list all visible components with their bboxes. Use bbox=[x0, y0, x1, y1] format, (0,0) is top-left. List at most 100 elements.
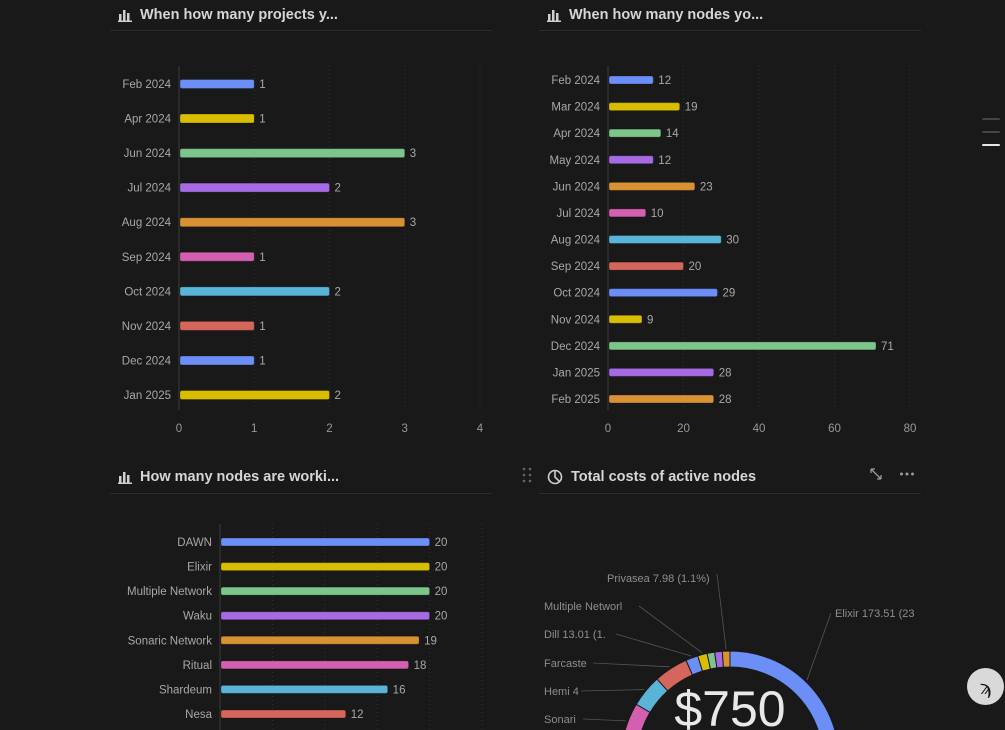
pie-chart-icon bbox=[547, 469, 563, 484]
expand-icon[interactable] bbox=[869, 467, 883, 484]
category-label: Apr 2024 bbox=[553, 128, 600, 140]
page-outline-nav[interactable] bbox=[982, 118, 1000, 157]
category-label: Jul 2024 bbox=[128, 183, 172, 195]
bar[interactable] bbox=[220, 635, 420, 645]
bar[interactable] bbox=[179, 148, 406, 159]
data-label: 3 bbox=[410, 217, 416, 229]
x-tick-label: 0 bbox=[176, 423, 182, 435]
bar[interactable] bbox=[179, 79, 255, 89]
bar[interactable] bbox=[179, 355, 255, 366]
more-icon[interactable] bbox=[899, 467, 915, 484]
data-label: 30 bbox=[726, 235, 739, 247]
donut-chart-costs: Elixir 173.51 (23 Sonari Hemi 4 Farcaste Dil… bbox=[544, 573, 915, 730]
bar[interactable] bbox=[608, 102, 681, 112]
category-label: Elixir bbox=[187, 562, 212, 574]
bar[interactable] bbox=[220, 537, 431, 547]
data-label: 1 bbox=[259, 321, 265, 333]
category-label: Waku bbox=[183, 611, 212, 623]
bar[interactable] bbox=[179, 182, 330, 193]
leader-line bbox=[716, 573, 727, 650]
bar[interactable] bbox=[220, 611, 431, 621]
bar[interactable] bbox=[608, 128, 662, 138]
category-label: Nov 2024 bbox=[551, 314, 601, 326]
slice-label: Dill 13.01 (1. bbox=[544, 629, 606, 641]
panel-total-costs: Total costs of active nodes Elixir 173.5… bbox=[522, 460, 921, 730]
bar-chart-icon bbox=[118, 471, 132, 484]
drag-handle-icon[interactable] bbox=[522, 467, 532, 483]
bar[interactable] bbox=[179, 217, 406, 228]
data-label: 10 bbox=[651, 208, 664, 220]
panel-title: How many nodes are worki... bbox=[140, 468, 340, 485]
category-label: Shardeum bbox=[159, 684, 212, 696]
bar[interactable] bbox=[179, 113, 255, 124]
data-label: 12 bbox=[658, 155, 671, 167]
x-tick-label: 4 bbox=[477, 423, 484, 435]
data-label: 19 bbox=[424, 635, 437, 647]
bar[interactable] bbox=[220, 660, 410, 670]
bar[interactable] bbox=[608, 208, 647, 218]
slice-label: Multiple Networl bbox=[544, 601, 622, 613]
category-label: Sep 2024 bbox=[551, 261, 601, 273]
data-label: 28 bbox=[719, 394, 732, 406]
data-label: 12 bbox=[658, 75, 671, 87]
bar[interactable] bbox=[608, 288, 718, 298]
ai-assistant-button[interactable]: ϡ bbox=[967, 668, 1004, 705]
leader-line bbox=[592, 662, 670, 668]
bar[interactable] bbox=[608, 75, 654, 85]
bar[interactable] bbox=[220, 562, 431, 572]
bar[interactable] bbox=[608, 314, 643, 324]
bar[interactable] bbox=[220, 586, 431, 596]
data-label: 23 bbox=[700, 181, 713, 193]
data-label: 20 bbox=[435, 586, 448, 598]
bar[interactable] bbox=[179, 251, 255, 262]
data-label: 28 bbox=[719, 367, 732, 379]
outline-marker[interactable] bbox=[982, 118, 1000, 120]
x-tick-label: 3 bbox=[402, 423, 408, 435]
data-label: 1 bbox=[259, 355, 265, 367]
x-tick-label: 80 bbox=[904, 423, 917, 435]
category-label: Feb 2024 bbox=[122, 79, 171, 91]
bar[interactable] bbox=[608, 394, 715, 404]
bar[interactable] bbox=[608, 235, 722, 244]
bar[interactable] bbox=[179, 286, 330, 297]
data-label: 20 bbox=[435, 562, 448, 574]
bar[interactable] bbox=[608, 341, 877, 351]
bar[interactable] bbox=[608, 155, 654, 165]
assistant-face-icon: ϡ bbox=[979, 674, 992, 699]
bar[interactable] bbox=[220, 684, 389, 694]
slice-label: Hemi 4 bbox=[544, 686, 579, 698]
data-label: 14 bbox=[666, 128, 679, 140]
slice-label: Farcaste bbox=[544, 658, 587, 670]
panel-nodes-per-month: When how many nodes yo... Feb 2024 12 Mar … bbox=[539, 0, 921, 440]
category-label: Oct 2024 bbox=[124, 286, 171, 298]
donut-slice[interactable] bbox=[729, 650, 839, 730]
bar[interactable] bbox=[608, 261, 684, 271]
bar[interactable] bbox=[220, 709, 347, 719]
category-label: May 2024 bbox=[549, 155, 600, 167]
x-tick-label: 0 bbox=[605, 423, 611, 435]
category-label: Feb 2025 bbox=[551, 394, 600, 406]
category-label: Sep 2024 bbox=[122, 252, 172, 264]
data-label: 1 bbox=[259, 114, 265, 126]
data-label: 1 bbox=[259, 79, 265, 91]
leader-line bbox=[582, 718, 627, 722]
leader-line bbox=[806, 612, 832, 681]
bar[interactable] bbox=[608, 367, 715, 377]
slice-label: Elixir 173.51 (23 bbox=[835, 608, 915, 620]
donut-slice[interactable] bbox=[721, 650, 731, 668]
bar-chart-projects: Feb 2024 1 Apr 2024 1 Jun 2024 3 Jul 2024 2 Aug … bbox=[122, 66, 484, 435]
slice-label: Sonari bbox=[544, 714, 576, 726]
leader-line bbox=[615, 633, 692, 657]
outline-marker[interactable] bbox=[982, 131, 1000, 133]
category-label: Apr 2024 bbox=[124, 114, 171, 126]
bar[interactable] bbox=[608, 181, 696, 191]
bar-chart-nodes: Feb 2024 12 Mar 2024 19 Apr 2024 14 May 2024 12… bbox=[549, 66, 917, 435]
outline-marker-active[interactable] bbox=[982, 144, 1000, 146]
category-label: Nov 2024 bbox=[122, 321, 172, 333]
category-label: Dec 2024 bbox=[551, 341, 601, 353]
bar[interactable] bbox=[179, 390, 330, 400]
category-label: Jul 2024 bbox=[557, 208, 601, 220]
bar[interactable] bbox=[179, 320, 255, 331]
x-tick-label: 2 bbox=[326, 423, 332, 435]
category-label: Ritual bbox=[183, 660, 212, 672]
